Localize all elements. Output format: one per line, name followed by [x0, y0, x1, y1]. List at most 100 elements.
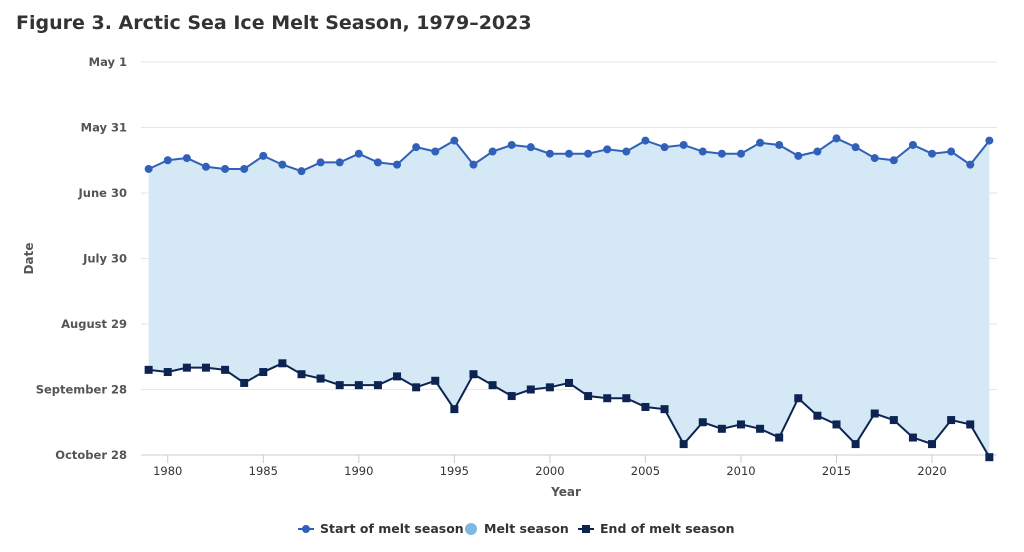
- end-of-melt-point: [163, 368, 172, 377]
- start-of-melt-point: [431, 147, 440, 156]
- end-of-melt-point: [182, 363, 191, 372]
- end-of-melt-point: [545, 383, 554, 392]
- end-of-melt-point: [679, 440, 688, 449]
- start-of-melt-point: [794, 151, 803, 160]
- start-of-melt-point: [736, 149, 745, 158]
- end-of-melt-point: [221, 365, 230, 374]
- start-of-melt-point: [412, 143, 421, 152]
- end-of-melt-point: [775, 433, 784, 442]
- start-of-melt-point: [679, 140, 688, 149]
- start-of-melt-point: [870, 154, 879, 163]
- end-of-melt-point: [335, 381, 344, 390]
- end-of-melt-point: [450, 405, 459, 414]
- y-tick-label: August 29: [61, 317, 127, 331]
- start-of-melt-point: [163, 156, 172, 165]
- start-of-melt-point: [908, 140, 917, 149]
- start-of-melt-point: [240, 164, 249, 173]
- end-of-melt-point: [851, 440, 860, 449]
- start-of-melt-point: [201, 162, 210, 171]
- start-of-melt-point: [545, 149, 554, 158]
- start-of-melt-point: [832, 134, 841, 143]
- end-of-melt-point: [908, 433, 917, 442]
- end-of-melt-point: [469, 370, 478, 379]
- end-of-melt-point: [240, 378, 249, 387]
- end-of-melt-point: [526, 385, 535, 394]
- end-of-melt-point: [431, 376, 440, 385]
- start-of-melt-point: [947, 147, 956, 156]
- x-tick-label: 1985: [249, 464, 278, 478]
- x-tick-label: 1980: [153, 464, 182, 478]
- start-of-melt-point: [393, 160, 402, 169]
- end-of-melt-point: [354, 381, 363, 390]
- end-of-melt-point: [756, 424, 765, 433]
- melt-season-area: [148, 138, 990, 458]
- end-of-melt-point: [297, 370, 306, 379]
- x-tick-label: 2005: [631, 464, 660, 478]
- end-of-melt-point: [736, 420, 745, 429]
- end-of-melt-point: [622, 394, 631, 403]
- end-of-melt-point: [201, 363, 210, 372]
- end-of-melt-point: [717, 424, 726, 433]
- y-tick-label: July 30: [82, 252, 127, 266]
- end-of-melt-point: [985, 453, 994, 462]
- end-of-melt-point: [565, 378, 573, 387]
- start-of-melt-point: [641, 136, 650, 145]
- start-of-melt-point: [813, 147, 822, 156]
- chart-title: Figure 3. Arctic Sea Ice Melt Season, 19…: [16, 12, 532, 34]
- start-of-melt-point: [373, 158, 382, 167]
- end-of-melt-point: [889, 416, 898, 425]
- end-of-melt-point: [641, 402, 650, 411]
- start-of-melt-point: [297, 167, 306, 176]
- start-of-melt-point: [565, 149, 573, 158]
- end-of-melt-point: [412, 383, 421, 392]
- start-of-melt-point: [144, 164, 153, 173]
- x-tick-label: 2000: [535, 464, 564, 478]
- end-of-melt-series: [144, 359, 994, 462]
- start-of-melt-point: [469, 160, 478, 169]
- start-of-melt-point: [182, 154, 191, 163]
- start-of-melt-point: [717, 149, 726, 158]
- start-of-melt-point: [889, 156, 898, 165]
- end-of-melt-point: [870, 409, 879, 418]
- y-tick-label: May 1: [89, 55, 127, 69]
- x-tick-label: 2015: [822, 464, 851, 478]
- start-of-melt-point: [851, 143, 860, 152]
- legend-start-label: Start of melt season: [320, 521, 464, 536]
- legend-area-marker: [465, 523, 477, 535]
- end-of-melt-point: [259, 368, 268, 377]
- end-of-melt-point: [278, 359, 287, 368]
- legend-area-label: Melt season: [484, 521, 569, 536]
- end-of-melt-point: [966, 420, 975, 429]
- legend-end-label: End of melt season: [600, 521, 735, 536]
- end-of-melt-point: [603, 394, 612, 403]
- y-axis-ticks: May 1 May 31 June 30 July 30 August 29 Septem…: [36, 55, 127, 462]
- start-of-melt-point: [775, 140, 784, 149]
- end-of-melt-point: [813, 411, 822, 420]
- legend-end-marker: [582, 525, 590, 533]
- start-of-melt-point: [622, 147, 631, 156]
- start-of-melt-point: [450, 136, 459, 145]
- end-of-melt-point: [698, 418, 707, 427]
- end-of-melt-point: [832, 420, 841, 429]
- y-tick-label: October 28: [55, 448, 127, 462]
- start-of-melt-point: [354, 149, 363, 158]
- start-of-melt-point: [584, 149, 593, 158]
- start-of-melt-point: [526, 143, 535, 152]
- start-of-melt-point: [259, 151, 268, 160]
- y-tick-label: May 31: [81, 121, 127, 135]
- start-of-melt-point: [985, 136, 994, 145]
- legend: Start of melt season Melt season End of me…: [298, 521, 735, 536]
- start-of-melt-point: [278, 160, 287, 169]
- y-tick-label: June 30: [78, 186, 127, 200]
- x-axis-label: Year: [550, 485, 581, 499]
- y-tick-label: September 28: [36, 383, 127, 397]
- start-of-melt-point: [221, 164, 230, 173]
- start-of-melt-point: [316, 158, 325, 167]
- end-of-melt-point: [584, 392, 593, 401]
- end-of-melt-point: [794, 394, 803, 403]
- end-of-melt-point: [373, 381, 382, 390]
- start-of-melt-series: [144, 134, 994, 176]
- start-of-melt-point: [756, 138, 765, 147]
- end-of-melt-point: [660, 405, 669, 414]
- start-of-melt-point: [335, 158, 344, 167]
